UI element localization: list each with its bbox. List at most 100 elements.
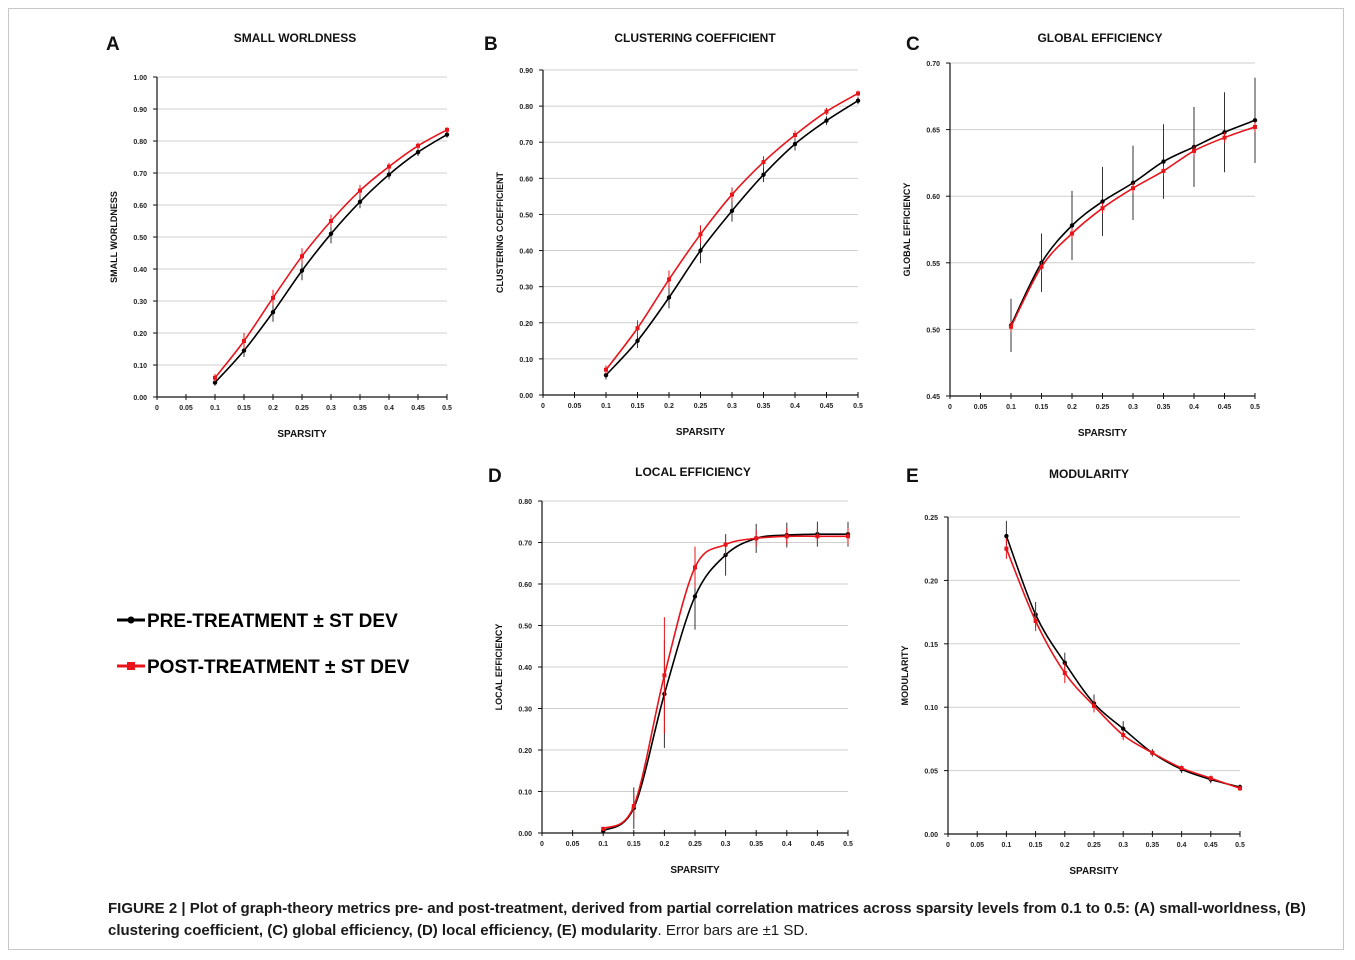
data-point: [1062, 670, 1067, 675]
data-point: [1004, 546, 1009, 551]
data-point: [1150, 750, 1155, 755]
x-tick-label: 0.3: [1128, 404, 1138, 411]
data-point: [416, 143, 420, 148]
data-point: [328, 231, 334, 236]
series-post: [601, 527, 850, 831]
series-post: [1009, 121, 1257, 333]
data-point: [299, 268, 305, 273]
data-point: [761, 160, 766, 165]
y-tick-label: 0.40: [518, 665, 532, 672]
x-tick-label: 0.35: [749, 841, 763, 848]
data-point: [1069, 223, 1075, 228]
chart-title: CLUSTERING COEFFICIENT: [614, 31, 776, 45]
data-point: [601, 826, 606, 831]
y-axis-label: SMALL WORLDNESS: [109, 191, 119, 283]
data-point: [1208, 776, 1213, 781]
x-tick-label: 0.45: [820, 403, 834, 410]
x-tick-label: 0.1: [210, 405, 220, 412]
data-point: [1179, 766, 1184, 771]
data-point: [357, 199, 363, 204]
data-point: [1161, 168, 1166, 173]
y-tick-label: 0.70: [133, 171, 147, 178]
y-tick-label: 0.60: [133, 203, 147, 210]
data-point: [666, 295, 672, 300]
y-tick-label: 0.65: [926, 128, 940, 135]
data-point: [1121, 726, 1126, 731]
x-tick-label: 0.5: [1235, 842, 1245, 849]
data-point: [1121, 733, 1126, 738]
x-tick-label: 0.4: [384, 405, 394, 412]
panel-letter: D: [488, 466, 502, 487]
panel-letter: B: [484, 34, 498, 55]
data-point: [1161, 159, 1166, 164]
data-point: [1100, 206, 1105, 211]
panel-letter: C: [906, 34, 920, 55]
data-point: [729, 208, 735, 214]
x-tick-label: 0.4: [782, 841, 792, 848]
x-tick-label: 0.4: [1177, 842, 1187, 849]
x-axis-label: SPARSITY: [670, 865, 720, 876]
y-tick-label: 0.25: [924, 515, 938, 522]
x-tick-label: 0.25: [694, 403, 708, 410]
series-pre: [1004, 520, 1243, 790]
data-point: [1253, 124, 1257, 129]
data-point: [723, 542, 728, 547]
data-point: [698, 248, 703, 253]
y-tick-label: 0.00: [518, 831, 532, 838]
data-point: [386, 172, 392, 177]
data-point: [241, 348, 247, 353]
data-point: [631, 804, 636, 809]
chart-panel-c: C GLOBAL EFFICIENCY0.450.500.550.600.650.…: [902, 31, 1260, 439]
data-point: [754, 536, 759, 541]
x-tick-label: 0.35: [1146, 842, 1160, 849]
x-tick-label: 0: [541, 403, 545, 410]
x-tick-label: 0.5: [853, 403, 863, 410]
data-point: [693, 565, 697, 570]
x-tick-label: 0.2: [268, 405, 278, 412]
x-tick-label: 0.05: [179, 405, 193, 412]
series-line: [1005, 535, 1241, 788]
y-tick-label: 0.00: [924, 832, 938, 839]
series-pre: [603, 97, 861, 380]
y-axis-label: MODULARITY: [900, 646, 910, 706]
data-point: [387, 164, 391, 169]
data-point: [635, 326, 640, 331]
data-point: [1192, 148, 1196, 153]
x-tick-label: 0.5: [442, 405, 452, 412]
data-point: [415, 150, 421, 155]
x-tick-label: 0.25: [1087, 842, 1101, 849]
figure-caption: FIGURE 2 | Plot of graph-theory metrics …: [108, 898, 1328, 942]
data-point: [358, 188, 362, 193]
x-axis-label: SPARSITY: [676, 427, 726, 438]
y-tick-label: 0.40: [519, 249, 533, 256]
y-tick-label: 0.30: [133, 299, 147, 306]
y-tick-label: 0.20: [924, 578, 938, 585]
data-point: [824, 109, 829, 114]
y-tick-label: 0.60: [926, 194, 940, 201]
y-tick-label: 0.10: [133, 363, 147, 370]
y-tick-label: 0.90: [133, 107, 147, 114]
data-point: [445, 127, 449, 132]
x-tick-label: 0.3: [326, 405, 336, 412]
x-tick-label: 0.5: [1250, 404, 1260, 411]
x-tick-label: 0.1: [601, 403, 611, 410]
y-tick-label: 0.50: [926, 327, 940, 334]
series-line: [214, 129, 448, 379]
y-tick-label: 0.00: [519, 393, 533, 400]
data-point: [213, 375, 217, 380]
chart-title: GLOBAL EFFICIENCY: [1037, 31, 1162, 45]
x-tick-label: 0.35: [757, 403, 771, 410]
chart-title: LOCAL EFFICIENCY: [635, 465, 751, 479]
y-tick-label: 0.50: [519, 212, 533, 219]
chart-panel-b: B CLUSTERING COEFFICIENT0.000.100.200.300…: [484, 31, 863, 438]
x-tick-label: 0.4: [790, 403, 800, 410]
data-point: [300, 254, 304, 259]
x-tick-label: 0.15: [1035, 404, 1049, 411]
data-point: [730, 192, 734, 197]
data-point: [635, 338, 640, 344]
x-tick-label: 0.5: [843, 841, 853, 848]
chart-title: SMALL WORLDNESS: [234, 31, 356, 45]
caption-normal: . Error bars are ±1 SD.: [657, 922, 809, 939]
